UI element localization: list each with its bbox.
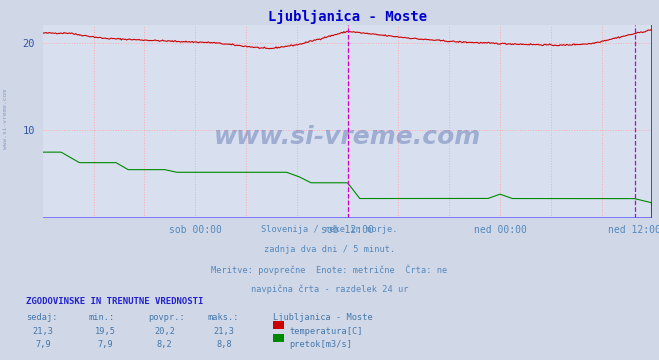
Text: Meritve: povprečne  Enote: metrične  Črta: ne: Meritve: povprečne Enote: metrične Črta:… xyxy=(212,265,447,275)
Text: 8,8: 8,8 xyxy=(216,340,232,349)
Text: ZGODOVINSKE IN TRENUTNE VREDNOSTI: ZGODOVINSKE IN TRENUTNE VREDNOSTI xyxy=(26,297,204,306)
Text: www.si-vreme.com: www.si-vreme.com xyxy=(214,125,481,149)
Text: 20,2: 20,2 xyxy=(154,327,175,336)
Text: www.si-vreme.com: www.si-vreme.com xyxy=(3,89,8,149)
Text: Ljubljanica - Moste: Ljubljanica - Moste xyxy=(273,313,373,322)
Text: 8,2: 8,2 xyxy=(157,340,173,349)
Text: povpr.:: povpr.: xyxy=(148,313,185,322)
Text: navpična črta - razdelek 24 ur: navpična črta - razdelek 24 ur xyxy=(251,284,408,294)
Text: Slovenija / reke in morje.: Slovenija / reke in morje. xyxy=(261,225,398,234)
Text: maks.:: maks.: xyxy=(208,313,239,322)
Text: 7,9: 7,9 xyxy=(98,340,113,349)
Text: zadnja dva dni / 5 minut.: zadnja dva dni / 5 minut. xyxy=(264,245,395,254)
Text: pretok[m3/s]: pretok[m3/s] xyxy=(289,340,353,349)
Text: 19,5: 19,5 xyxy=(95,327,116,336)
Title: Ljubljanica - Moste: Ljubljanica - Moste xyxy=(268,10,427,24)
Text: 21,3: 21,3 xyxy=(32,327,53,336)
Text: sedaj:: sedaj: xyxy=(26,313,58,322)
Text: min.:: min.: xyxy=(89,313,115,322)
Text: 21,3: 21,3 xyxy=(214,327,235,336)
Text: temperatura[C]: temperatura[C] xyxy=(289,327,363,336)
Text: 7,9: 7,9 xyxy=(35,340,51,349)
